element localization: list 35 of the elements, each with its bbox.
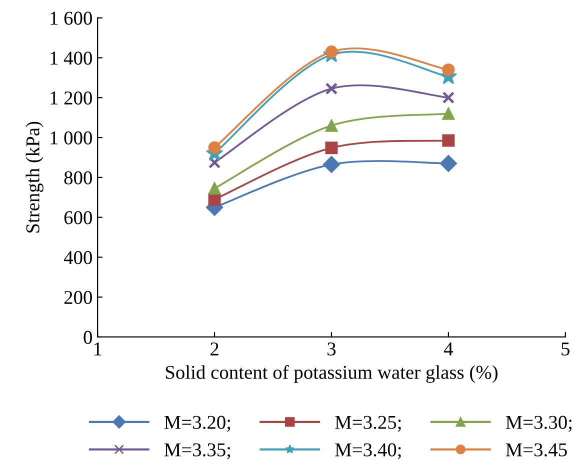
point — [442, 134, 455, 147]
x-tick-label: 3 — [328, 342, 336, 356]
point — [208, 156, 221, 169]
y-tick-label: 1 400 — [50, 52, 92, 65]
x-tick-label: 2 — [210, 342, 218, 356]
y-tick-label: 200 — [64, 290, 92, 304]
legend-label: M=3.35; — [164, 443, 230, 460]
legend-label: M=3.25; — [335, 416, 401, 432]
point — [442, 92, 455, 104]
y-tick-label: 800 — [64, 171, 92, 184]
x-tick-label: 4 — [444, 342, 453, 356]
point — [325, 82, 338, 95]
x-axis-title: Solid content of potassium water glass (%) — [166, 365, 498, 383]
point — [440, 154, 457, 172]
y-tick-label: 0 — [84, 330, 92, 344]
point — [325, 46, 338, 58]
point — [442, 63, 455, 76]
legend-label: M=3.45 — [506, 443, 567, 456]
x-tick-label: 1 — [94, 342, 102, 356]
x-tick-label: 5 — [562, 342, 570, 356]
point — [208, 182, 221, 195]
y-tick-label: 1 200 — [50, 91, 92, 105]
legend-label: M=3.30; — [506, 416, 572, 432]
point — [325, 119, 338, 132]
legend-label: M=3.40; — [335, 443, 401, 460]
point — [322, 156, 340, 174]
y-tick-label: 1 600 — [50, 12, 92, 25]
point — [208, 141, 221, 154]
point — [442, 107, 455, 120]
point — [325, 142, 338, 154]
legend-label: M=3.20; — [164, 416, 230, 432]
y-tick-label: 400 — [64, 251, 92, 264]
y-tick-label: 1 000 — [50, 131, 92, 144]
y-tick-label: 600 — [64, 211, 92, 224]
y-axis-title: Strength (kPa) — [26, 122, 44, 233]
